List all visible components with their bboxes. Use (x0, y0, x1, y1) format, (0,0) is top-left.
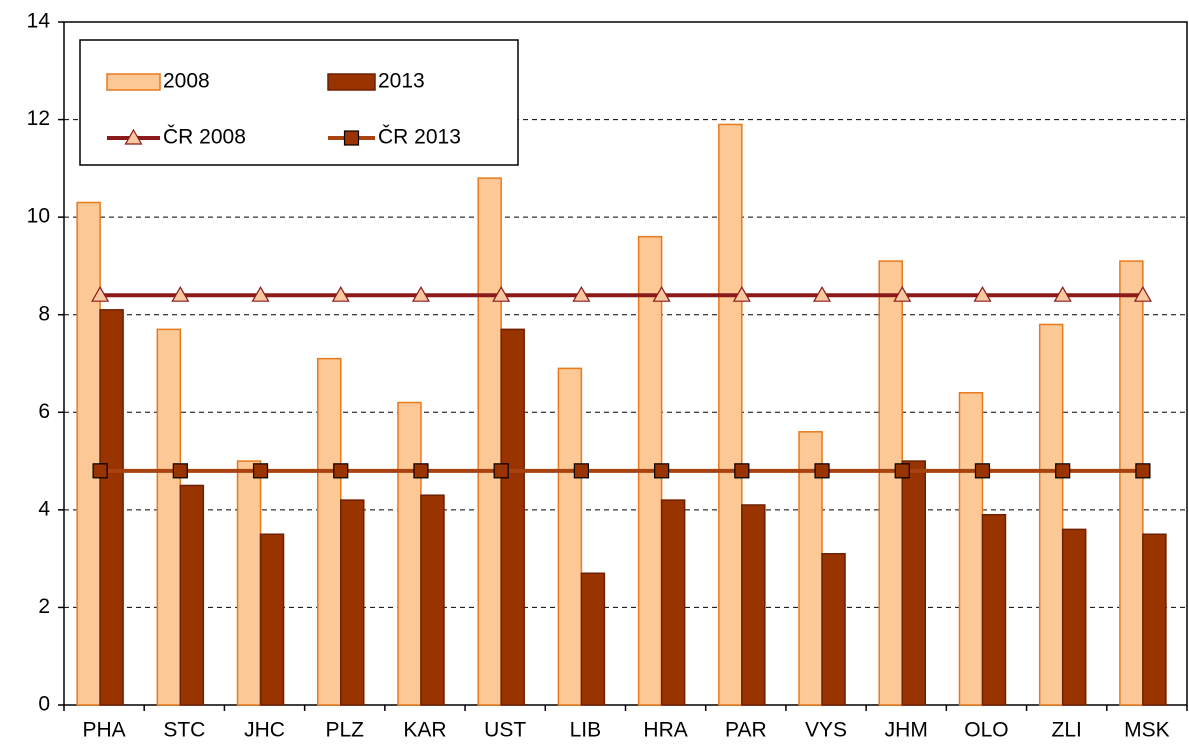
y-tick-label: 6 (38, 400, 50, 423)
bar (397, 401, 422, 706)
line-marker (894, 463, 910, 479)
line-marker (172, 463, 188, 479)
bar (718, 123, 743, 706)
line-marker (572, 285, 591, 302)
line-marker (251, 285, 270, 302)
bar (259, 533, 285, 706)
line-marker (973, 285, 992, 302)
bar (660, 499, 686, 706)
y-tick-label: 8 (38, 302, 50, 325)
bar (580, 572, 606, 706)
legend: 2008 2013 ČR 2008 ČR 2013 (79, 39, 519, 166)
y-tick-label: 4 (38, 497, 50, 520)
y-tick-label: 14 (27, 10, 51, 33)
bar (477, 177, 502, 706)
line-marker (124, 128, 143, 145)
legend-label: ČR 2013 (378, 126, 461, 149)
line-marker (652, 285, 671, 302)
x-tick-label: JHM (885, 719, 928, 742)
x-tick-label: JHC (244, 719, 285, 742)
x-tick-label: PLZ (325, 719, 364, 742)
legend-swatch (106, 73, 161, 91)
line-marker (734, 463, 750, 479)
legend-label: 2013 (378, 70, 425, 93)
line-marker (573, 463, 589, 479)
bar (317, 357, 342, 706)
line-marker (333, 463, 349, 479)
x-tick-label: VYS (805, 719, 847, 742)
bar (1119, 260, 1144, 706)
bar (76, 201, 101, 706)
grid (64, 119, 1187, 608)
legend-box (79, 39, 519, 166)
x-tick-label: LIB (570, 719, 602, 742)
line-marker (813, 285, 832, 302)
bar (741, 504, 766, 706)
x-tick-label: OLO (964, 719, 1008, 742)
line-marker (343, 130, 360, 146)
line-marker (732, 285, 751, 302)
bar (236, 460, 262, 706)
x-tick-label: UST (484, 719, 526, 742)
line-marker (654, 463, 670, 479)
bar (1038, 323, 1064, 706)
bar (156, 328, 182, 706)
line-marker (1055, 463, 1071, 479)
line-marker (974, 463, 991, 479)
line-marker (413, 463, 429, 479)
bar (958, 392, 984, 706)
line-marker (252, 463, 269, 479)
bar (420, 494, 445, 706)
line-marker (814, 463, 830, 479)
y-tick-label: 2 (38, 595, 50, 618)
bar (340, 499, 365, 706)
line-marker (492, 285, 511, 302)
bar (821, 553, 846, 706)
x-tick-label: PHA (83, 719, 126, 742)
line-marker (92, 463, 108, 479)
x-tick-label: HRA (643, 719, 687, 742)
bar (500, 328, 525, 706)
legend-label: ČR 2008 (163, 126, 246, 149)
line-marker (91, 285, 110, 302)
y-tick-label: 10 (27, 205, 50, 228)
x-tick-label: PAR (725, 719, 767, 742)
bar (981, 513, 1007, 706)
bar (901, 460, 926, 706)
line-marker (411, 285, 430, 302)
x-tick-label: STC (163, 719, 205, 742)
x-tick-label: KAR (403, 719, 446, 742)
legend-label: 2008 (163, 70, 210, 93)
line-marker (493, 463, 509, 479)
legend-swatch (327, 73, 376, 91)
line-marker (331, 285, 350, 302)
line-marker (1053, 285, 1072, 302)
bar (878, 260, 903, 706)
bar (1142, 533, 1167, 706)
x-tick-label: MSK (1124, 719, 1170, 742)
line-marker (893, 285, 912, 302)
bar (179, 484, 205, 706)
bar (1061, 528, 1087, 706)
bar (99, 309, 124, 706)
y-tick-label: 12 (27, 107, 50, 130)
y-tick-label: 0 (38, 693, 50, 716)
line-marker (1135, 463, 1151, 479)
line-marker (1133, 285, 1152, 302)
line-marker (171, 285, 190, 302)
bar (557, 367, 583, 706)
x-tick-label: ZLI (1052, 719, 1082, 742)
